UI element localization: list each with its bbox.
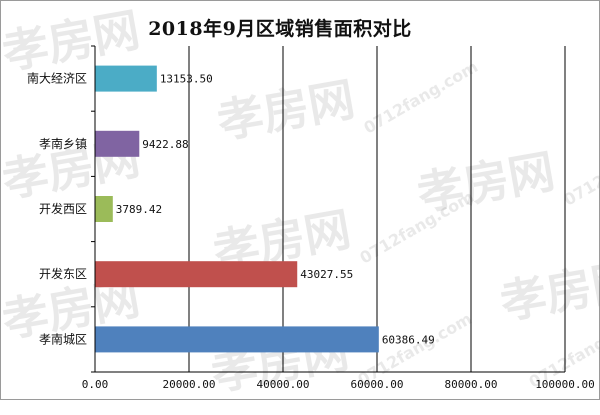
bars [95,65,379,353]
data-label: 43027.55 [300,268,353,281]
axes [91,45,565,373]
bar [95,196,113,222]
x-tick-label: 80000.00 [445,378,498,391]
data-label: 60386.49 [382,333,435,346]
bar-chart: 0.00 20000.00 40000.00 60000.00 80000.00 1000… [27,45,595,391]
category-label: 南大经济区 [27,71,87,86]
bar [95,326,379,353]
category-label: 孝南乡镇 [39,136,87,151]
x-tick-label: 0.00 [82,378,109,391]
category-label: 开发西区 [39,201,87,216]
chart-title: 2018年9月区域销售面积对比 [148,18,412,40]
bar [95,261,298,288]
gridlines [188,46,566,372]
x-tick-label: 60000.00 [351,378,404,391]
bar [95,65,157,92]
labels: 0.00 20000.00 40000.00 60000.00 80000.00 1000… [27,71,595,391]
data-label: 13153.50 [160,73,213,86]
category-label: 开发东区 [39,266,87,281]
x-tick-label: 40000.00 [257,378,310,391]
data-label: 3789.42 [116,203,162,216]
data-label: 9422.88 [142,138,188,151]
bar [95,130,140,157]
x-tick-label: 20000.00 [163,378,216,391]
category-label: 孝南城区 [39,331,87,346]
x-tick-label: 100000.00 [535,378,595,391]
